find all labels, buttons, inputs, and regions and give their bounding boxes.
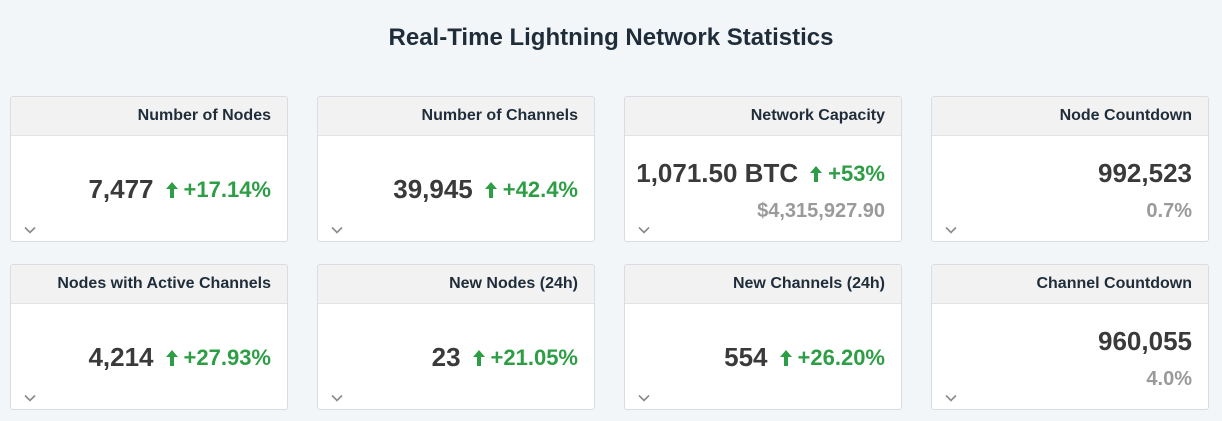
stat-change: +27.93% <box>165 344 271 371</box>
arrow-up-icon <box>810 165 823 182</box>
stat-subvalue: 0.7% <box>1146 200 1192 222</box>
arrow-up-icon <box>165 349 178 366</box>
value-line: 992,523 <box>1098 158 1192 189</box>
stat-change: +26.20% <box>779 344 885 371</box>
value-line: 554 +26.20% <box>724 342 885 373</box>
stat-value: 992,523 <box>1098 158 1192 188</box>
value-line: 4,214 +27.93% <box>88 342 271 373</box>
stat-card-new-nodes-24h: New Nodes (24h) 23 +21.05% <box>317 264 595 410</box>
stat-value: 4,214 <box>88 342 154 372</box>
stat-change-value: +26.20% <box>797 344 885 370</box>
stat-value: 1,071.50 BTC <box>636 158 799 188</box>
stat-change: +42.4% <box>484 176 578 203</box>
stat-value: 7,477 <box>88 174 154 204</box>
stat-change-value: +42.4% <box>502 176 578 202</box>
stats-grid: Number of Nodes 7,477 +17.14% Number of … <box>10 96 1209 410</box>
card-title: New Nodes (24h) <box>318 265 594 304</box>
stat-change-value: +17.14% <box>183 176 271 202</box>
stat-card-node-countdown: Node Countdown 992,523 0.7% <box>931 96 1209 242</box>
card-title: New Channels (24h) <box>625 265 901 304</box>
chevron-down-icon[interactable] <box>945 394 957 402</box>
chevron-down-icon[interactable] <box>945 226 957 234</box>
card-title: Number of Channels <box>318 97 594 136</box>
stat-card-number-of-channels: Number of Channels 39,945 +42.4% <box>317 96 595 242</box>
card-body: 554 +26.20% <box>625 304 901 409</box>
arrow-up-icon <box>779 349 792 366</box>
stat-subvalue: 4.0% <box>1146 368 1192 390</box>
card-body: 1,071.50 BTC +53% $4,315,927.90 <box>625 136 901 241</box>
arrow-up-icon <box>165 181 178 198</box>
stat-card-channel-countdown: Channel Countdown 960,055 4.0% <box>931 264 1209 410</box>
card-title: Number of Nodes <box>11 97 287 136</box>
card-body: 39,945 +42.4% <box>318 136 594 241</box>
stat-change: +17.14% <box>165 176 271 203</box>
stat-value: 23 <box>431 342 461 372</box>
arrow-up-icon <box>472 349 485 366</box>
value-line: 1,071.50 BTC +53% <box>636 158 885 189</box>
stat-card-network-capacity: Network Capacity 1,071.50 BTC +53% $4,31… <box>624 96 902 242</box>
page-title: Real-Time Lightning Network Statistics <box>388 24 834 51</box>
value-line: 23 +21.05% <box>432 342 578 373</box>
value-line: 39,945 +42.4% <box>393 174 578 205</box>
chevron-down-icon[interactable] <box>331 226 343 234</box>
chevron-down-icon[interactable] <box>638 394 650 402</box>
card-title: Nodes with Active Channels <box>11 265 287 304</box>
stat-change-value: +27.93% <box>183 344 271 370</box>
card-body: 992,523 0.7% <box>932 136 1208 241</box>
stat-card-nodes-with-active-channels: Nodes with Active Channels 4,214 +27.93% <box>10 264 288 410</box>
stat-change-value: +21.05% <box>490 344 578 370</box>
chevron-down-icon[interactable] <box>24 226 36 234</box>
card-body: 23 +21.05% <box>318 304 594 409</box>
stat-card-new-channels-24h: New Channels (24h) 554 +26.20% <box>624 264 902 410</box>
stat-change-value: +53% <box>828 160 885 186</box>
value-line: 7,477 +17.14% <box>88 174 271 205</box>
stat-value: 39,945 <box>393 174 473 204</box>
stat-subvalue: $4,315,927.90 <box>757 200 885 222</box>
stat-change: +21.05% <box>472 344 578 371</box>
card-body: 4,214 +27.93% <box>11 304 287 409</box>
chevron-down-icon[interactable] <box>638 226 650 234</box>
card-title: Channel Countdown <box>932 265 1208 304</box>
stat-value: 960,055 <box>1098 326 1192 356</box>
stat-value: 554 <box>724 342 768 372</box>
arrow-up-icon <box>484 181 497 198</box>
card-title: Node Countdown <box>932 97 1208 136</box>
stat-card-number-of-nodes: Number of Nodes 7,477 +17.14% <box>10 96 288 242</box>
value-line: 960,055 <box>1098 326 1192 357</box>
chevron-down-icon[interactable] <box>331 394 343 402</box>
card-body: 7,477 +17.14% <box>11 136 287 241</box>
card-body: 960,055 4.0% <box>932 304 1208 409</box>
stat-change: +53% <box>810 161 885 187</box>
chevron-down-icon[interactable] <box>24 394 36 402</box>
card-title: Network Capacity <box>625 97 901 136</box>
